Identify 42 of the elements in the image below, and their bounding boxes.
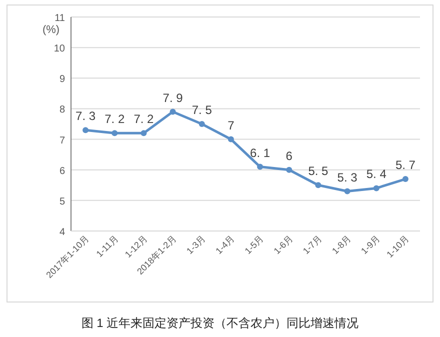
y-tick-label: 7 (59, 135, 66, 146)
point (257, 164, 264, 170)
x-tick-label: 1-8月 (330, 233, 353, 256)
y-tick-label: 5 (59, 196, 66, 208)
data-label: 6 (286, 148, 293, 163)
x-tick-label: 1-6月 (272, 233, 295, 256)
x-tick-label: 1-5月 (242, 233, 266, 256)
y-tick-label: 4 (59, 227, 66, 238)
data-label: 5. 5 (308, 164, 329, 178)
data-label: 7. 5 (192, 103, 212, 117)
data-label: 6. 1 (250, 146, 270, 160)
point (286, 166, 292, 173)
point (402, 176, 408, 182)
x-tick-label: 1-9月 (359, 233, 382, 256)
data-label: 7. 9 (162, 90, 184, 105)
y-axis-title: (%) (42, 24, 60, 36)
y-tick-label: 8 (59, 104, 66, 116)
point (344, 188, 350, 194)
point (315, 182, 322, 188)
data-label: 7 (228, 118, 235, 132)
data-label: 7. 2 (134, 112, 154, 126)
data-label: 5. 4 (366, 167, 387, 182)
y-tick-label: 10 (54, 44, 66, 55)
point (140, 130, 147, 136)
x-tick-label: 1-3月 (184, 233, 208, 256)
point (198, 121, 205, 127)
data-label: 5. 3 (337, 170, 358, 184)
data-label: 5. 7 (395, 158, 416, 172)
data-label: 7. 2 (104, 112, 125, 126)
y-tick-label: 6 (59, 166, 66, 177)
point (373, 185, 380, 192)
x-tick-label: 1-11月 (94, 233, 120, 260)
point (170, 108, 176, 115)
y-tick-label: 9 (59, 74, 66, 86)
point (112, 130, 118, 136)
data-label: 7. 3 (76, 109, 96, 124)
point (228, 136, 234, 142)
x-tick-label: 1-4月 (214, 233, 236, 256)
x-tick-label: 1-7月 (300, 233, 324, 256)
y-tick-label: 11 (54, 13, 66, 24)
text: 图 1 近年来固定资产投资（不含农户）同比增速情况 (81, 316, 359, 330)
point (82, 127, 89, 134)
